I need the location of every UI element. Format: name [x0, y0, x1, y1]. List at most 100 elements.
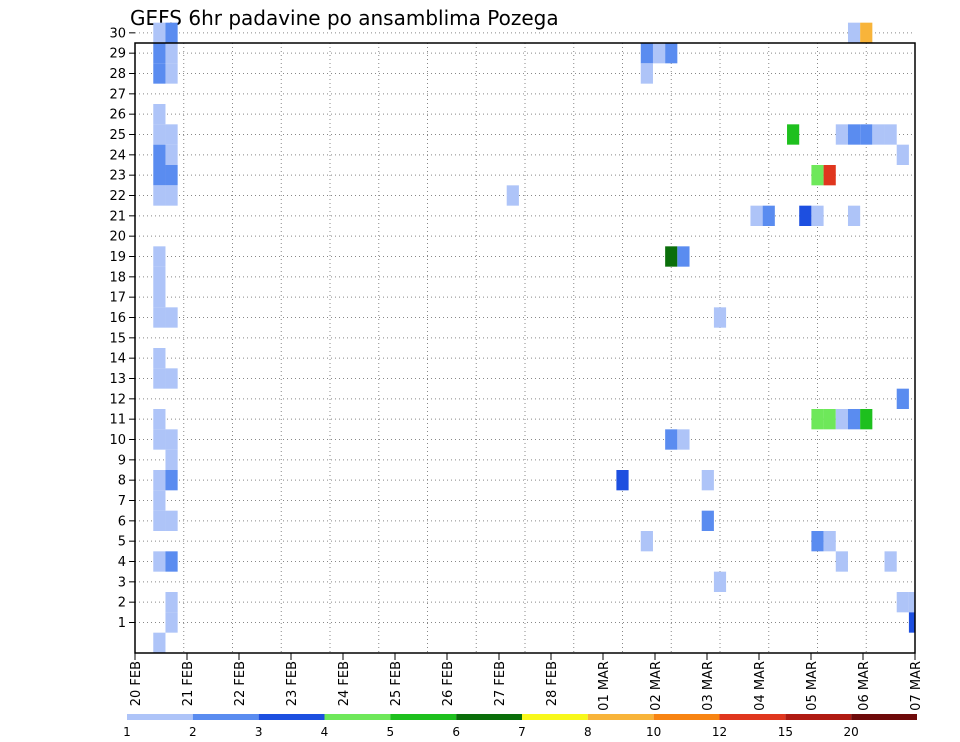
- heatmap-cell: [153, 632, 166, 653]
- heatmap-cell: [165, 185, 178, 206]
- heatmap-cell: [908, 612, 915, 633]
- heatmap-cell: [811, 531, 824, 552]
- heatmap-cell: [165, 165, 178, 186]
- x-tick-label: 22 FEB: [233, 661, 248, 706]
- heatmap-cell: [884, 551, 897, 572]
- legend-label: 8: [584, 725, 592, 739]
- heatmap-cell: [165, 307, 178, 328]
- x-tick-label: 02 MAR: [649, 661, 664, 711]
- heatmap-cell: [153, 551, 166, 572]
- heatmap-cell: [701, 470, 714, 491]
- heatmap-cell: [640, 63, 653, 84]
- x-tick-label: 03 MAR: [701, 661, 716, 711]
- x-axis-date-ticks: 20 FEB 21 FEB 22 FEB 23 FEB 24 FEB 25 FEB 26 F…: [129, 653, 924, 711]
- heatmap-cell: [847, 124, 861, 145]
- heatmap-cell: [677, 246, 690, 267]
- heatmap-cell: [896, 144, 909, 165]
- y-tick-label: 7: [118, 494, 126, 509]
- heatmap-cell: [701, 510, 714, 531]
- legend-label: 3: [255, 725, 263, 739]
- heatmap-cell: [153, 165, 166, 186]
- heatmap-cell: [713, 307, 727, 328]
- heatmap-cell: [750, 205, 763, 226]
- heatmap-cell: [811, 409, 824, 430]
- heatmap-cell: [153, 307, 166, 328]
- heatmap-cell: [616, 470, 629, 491]
- heatmap-cell: [860, 124, 873, 145]
- legend-color-segment: [653, 714, 720, 720]
- x-tick-label: 05 MAR: [805, 661, 820, 711]
- y-axis-member-ticks: 1234567891011121314151617181920212223242…: [109, 26, 135, 631]
- heatmap-cell: [835, 409, 848, 430]
- heatmap-cell: [153, 144, 166, 165]
- heatmap-cell: [884, 124, 897, 145]
- x-tick-label: 27 FEB: [493, 661, 508, 706]
- heatmap-cell: [153, 266, 166, 287]
- y-tick-label: 19: [109, 250, 126, 265]
- heatmap-cell: [640, 531, 653, 552]
- y-tick-label: 17: [109, 291, 126, 306]
- y-tick-label: 11: [109, 413, 126, 428]
- y-tick-label: 21: [109, 209, 126, 224]
- x-tick-label: 23 FEB: [285, 661, 300, 706]
- legend-label: 5: [387, 725, 395, 739]
- y-tick-label: 23: [109, 169, 126, 184]
- heatmap-cell: [665, 43, 678, 64]
- x-tick-label: 25 FEB: [389, 661, 404, 706]
- y-tick-label: 13: [109, 372, 126, 387]
- heatmap-cell: [835, 551, 848, 572]
- heatmap-cell: [153, 510, 166, 531]
- legend-label: 2: [189, 725, 197, 739]
- y-tick-label: 16: [109, 311, 126, 326]
- heatmap-cell: [153, 409, 166, 430]
- heatmap-cell: [665, 246, 678, 267]
- heatmap-cell: [165, 429, 178, 450]
- plot-frame: [134, 42, 916, 654]
- heatmap-cell: [153, 185, 166, 206]
- y-tick-label: 10: [109, 433, 126, 448]
- x-tick-label: 21 FEB: [181, 661, 196, 706]
- heatmap-cell: [665, 429, 678, 450]
- heatmap-cell: [835, 124, 848, 145]
- y-tick-label: 12: [109, 392, 126, 407]
- y-tick-label: 18: [109, 270, 126, 285]
- heatmap-cell: [153, 348, 166, 369]
- legend-color-segment: [719, 714, 786, 720]
- y-tick-label: 8: [118, 474, 126, 489]
- heatmap-cell: [799, 205, 812, 226]
- legend-color-segment: [785, 714, 852, 720]
- legend-label: 4: [321, 725, 329, 739]
- x-tick-label: 01 MAR: [597, 661, 612, 711]
- heatmap-cell: [823, 531, 836, 552]
- heatmap-cell: [153, 22, 166, 43]
- heatmap-cell: [153, 124, 166, 145]
- y-tick-label: 24: [109, 148, 126, 163]
- y-tick-label: 14: [109, 352, 126, 367]
- legend-color-segment: [522, 714, 588, 720]
- legend-label: 10: [646, 725, 661, 739]
- heatmap-cell: [165, 551, 178, 572]
- heatmap-cell: [153, 368, 166, 389]
- legend-color-segment: [324, 714, 391, 720]
- heatmap-cell: [165, 612, 178, 633]
- legend-color-segment: [587, 714, 654, 720]
- heatmap-cell: [165, 22, 178, 43]
- heatmap-cell: [811, 165, 824, 186]
- heatmap-cell: [153, 104, 166, 125]
- y-tick-label: 3: [118, 575, 126, 590]
- y-tick-label: 30: [109, 26, 126, 41]
- legend-color-segment: [192, 714, 259, 720]
- heatmap-cell: [153, 246, 166, 267]
- y-tick-label: 25: [109, 128, 126, 143]
- heatmap-cell: [506, 185, 519, 206]
- x-tick-label: 26 FEB: [441, 661, 456, 706]
- x-tick-label: 24 FEB: [337, 661, 352, 706]
- heatmap-cell: [153, 63, 166, 84]
- heatmap-cell: [652, 43, 666, 64]
- legend-label: 15: [778, 725, 793, 739]
- heatmap-cell: [908, 592, 915, 613]
- heatmap-cell: [713, 571, 727, 592]
- y-tick-label: 20: [109, 230, 126, 245]
- y-tick-label: 28: [109, 67, 126, 82]
